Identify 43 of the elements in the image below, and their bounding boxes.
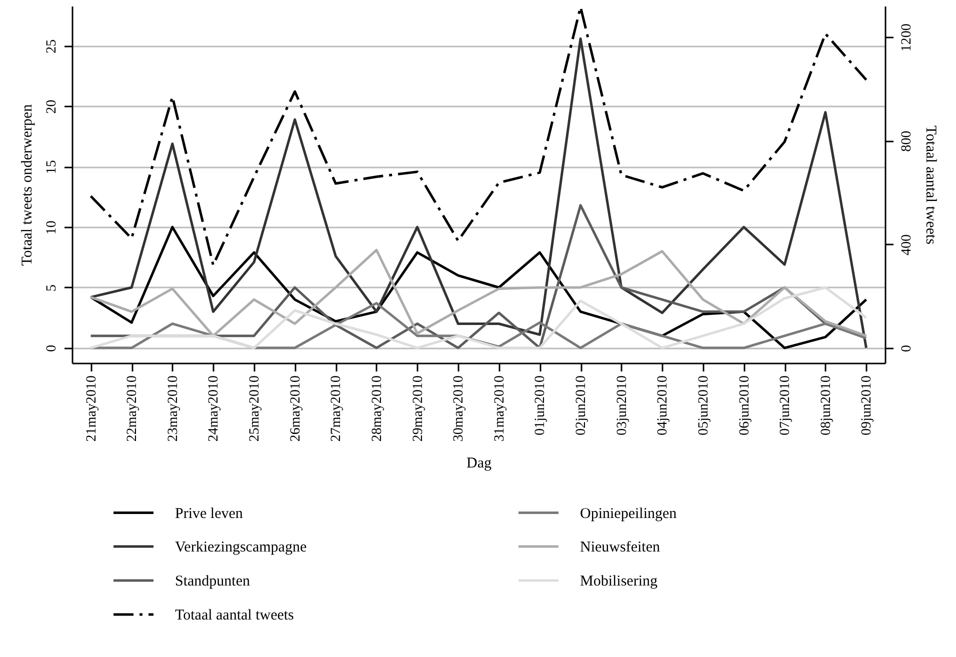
legend-label: Opiniepeilingen [580, 506, 678, 522]
y-tick-label: 0 [44, 344, 60, 352]
y-axis-title: Totaal tweets onderwerpen [20, 104, 36, 266]
x-tick-label: 22may2010 [125, 376, 140, 442]
x-tick-label: 31may2010 [492, 376, 508, 442]
x-axis-title: Dag [466, 456, 492, 472]
legend-label: Nieuwsfeiten [580, 540, 660, 556]
legend-label: Verkiezingscampagne [175, 540, 307, 556]
y2-tick-label: 400 [900, 234, 914, 256]
x-tick-label: 23may2010 [166, 376, 181, 442]
legend-label: Mobilisering [580, 574, 658, 590]
y2-tick-label: 800 [900, 130, 914, 152]
x-tick-label: 06jun2010 [737, 376, 752, 436]
y-tick-label: 15 [44, 160, 60, 174]
x-tick-label: 09jun2010 [860, 376, 875, 436]
x-tick-label: 07jun2010 [778, 376, 794, 436]
y2-tick-label: 0 [900, 344, 914, 352]
x-tick-label: 24may2010 [206, 376, 222, 442]
x-tick-label: 28may2010 [370, 376, 385, 442]
x-tick-label: 02jun2010 [574, 376, 590, 436]
x-tick-label: 30may2010 [452, 376, 467, 442]
y-tick-label: 5 [44, 284, 60, 292]
x-tick-label: 08jun2010 [818, 376, 834, 436]
line-series [90, 37, 868, 350]
x-tick-label: 26may2010 [288, 376, 304, 442]
x-tick-label: 25may2010 [248, 376, 263, 442]
line-series [90, 248, 868, 338]
y-tick-label: 10 [44, 220, 60, 235]
x-tick-label: 05jun2010 [696, 376, 712, 436]
legend-label: Prive leven [175, 506, 244, 522]
line-series [90, 286, 868, 350]
y2-tick-label: 1200 [900, 24, 914, 52]
x-tick-label: 21may2010 [84, 376, 100, 442]
legend-label: Totaal aantal tweets [175, 608, 294, 624]
x-tick-label: 03jun2010 [614, 376, 630, 436]
y-tick-label: 20 [44, 100, 60, 114]
x-tick-label: 29may2010 [410, 376, 426, 442]
x-tick-label: 01jun2010 [533, 376, 548, 436]
y2-axis-title: Totaal aantal tweets [922, 126, 938, 245]
legend-label: Standpunten [175, 574, 250, 590]
x-tick-label: 27may2010 [329, 376, 344, 442]
y-tick-label: 25 [44, 39, 60, 54]
x-tick-label: 04jun2010 [656, 376, 671, 436]
